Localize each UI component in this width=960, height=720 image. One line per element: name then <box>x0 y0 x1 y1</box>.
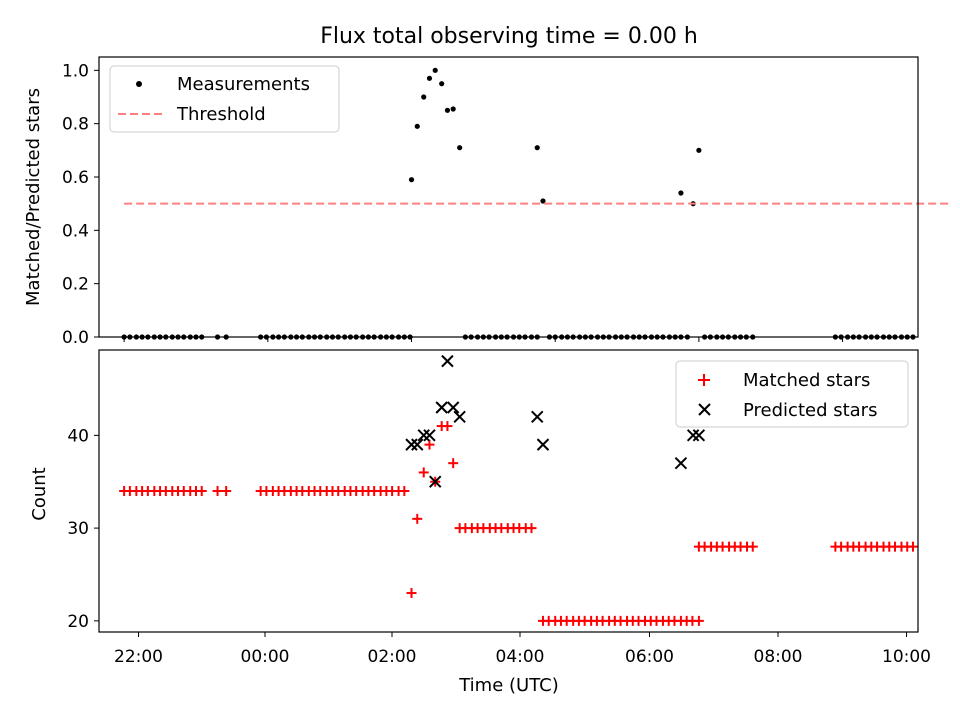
ratio-plot-frame <box>98 56 919 338</box>
measurement-legend-label: Measurements <box>177 74 310 95</box>
predicted-star-point <box>441 354 454 368</box>
count-x-tick-label: 22:00 <box>114 647 163 667</box>
measurement-point <box>696 147 702 153</box>
ratio-panel: 0.0 0.2 0.4 0.6 0.8 1.0 Matched/Predicted sta… <box>23 56 951 348</box>
matched-star-point <box>424 439 435 450</box>
x-axis-label: Time (UTC) <box>458 675 559 696</box>
ratio-y-axis-label: Matched/Predicted stars <box>23 88 44 306</box>
matched-star-point <box>212 486 223 496</box>
measurement-point <box>534 145 540 151</box>
matched-star-point <box>196 486 207 496</box>
predicted-legend-label: Predicted stars <box>743 400 877 421</box>
count-x-tick-label: 02:00 <box>368 647 417 667</box>
measurement-point <box>421 94 427 100</box>
count-x-tick-label: 00:00 <box>241 647 290 667</box>
predicted-star-point <box>405 438 418 451</box>
predicted-star-point <box>536 438 550 451</box>
count-x-tick-label: 08:00 <box>754 647 803 667</box>
predicted-star-point <box>429 475 442 488</box>
count-y-tick-label: 30 <box>67 519 89 539</box>
measurement-point <box>450 106 456 112</box>
count-y-tick-label: 40 <box>67 426 89 446</box>
chart-title: Flux total observing time = 0.00 h <box>320 24 698 49</box>
measurement-point <box>426 75 433 81</box>
measurement-point <box>444 107 451 113</box>
count-plot-frame <box>98 349 919 633</box>
count-y-axis-label: Count <box>29 467 50 520</box>
matched-star-point <box>221 486 232 496</box>
predicted-star-point <box>686 429 700 442</box>
count-x-tick-label: 04:00 <box>496 647 545 667</box>
ratio-legend: Measurements Threshold <box>109 65 340 133</box>
matched-legend-marker <box>698 374 710 386</box>
predicted-star-point <box>531 410 544 423</box>
ratio-y-tick-label: 1.0 <box>62 61 89 81</box>
matched-star-point <box>907 541 918 552</box>
predicted-star-point <box>446 401 460 414</box>
matched-legend-label: Matched stars <box>743 370 870 391</box>
predicted-star-point <box>453 410 466 423</box>
threshold-legend-label: Threshold <box>176 104 266 125</box>
count-y-tick-label: 20 <box>67 612 89 632</box>
count-x-tick-label: 06:00 <box>625 647 674 667</box>
matched-star-point <box>747 541 758 552</box>
measurement-point <box>457 145 463 151</box>
measurement-point <box>408 177 415 183</box>
matched-star-point <box>448 458 459 469</box>
ratio-legend-box <box>109 65 340 133</box>
count-x-ticks: 22:00 00:00 02:00 04:00 06:00 08:00 10:00 <box>114 632 931 667</box>
predicted-legend-marker <box>698 403 711 416</box>
predicted-star-point <box>674 456 688 470</box>
count-y-ticks: 20 30 40 <box>67 426 99 632</box>
ratio-y-ticks: 0.0 0.2 0.4 0.6 0.8 1.0 <box>62 61 99 348</box>
ratio-y-tick-label: 0.4 <box>62 221 89 241</box>
measurement-point <box>678 190 684 196</box>
measurement-point <box>414 123 420 129</box>
ratio-y-tick-label: 0.2 <box>62 275 89 295</box>
count-legend-box <box>675 360 909 428</box>
matched-star-point <box>412 513 423 524</box>
predicted-star-point <box>435 401 448 414</box>
predicted-star-point <box>692 429 706 442</box>
ratio-y-tick-label: 0.0 <box>62 328 89 348</box>
measurement-point <box>432 67 438 73</box>
matched-star-point <box>399 486 410 496</box>
matched-star-point <box>693 615 704 626</box>
measurement-legend-marker <box>136 81 142 87</box>
count-panel: 20 30 40 22:00 00:00 02:00 04:00 06:00 08:00 10:… <box>29 349 931 696</box>
matched-star-point <box>526 523 537 534</box>
predicted-star-point <box>411 438 424 451</box>
matched-star-point <box>406 588 417 599</box>
count-points <box>119 354 918 626</box>
measurement-point <box>439 81 445 87</box>
matched-star-point <box>418 467 429 478</box>
ratio-x-ticks <box>123 337 844 342</box>
predicted-star-point <box>417 429 430 442</box>
matched-star-point <box>442 421 453 432</box>
predicted-star-point <box>423 429 436 442</box>
measurement-point <box>540 198 546 204</box>
count-legend: Matched stars Predicted stars <box>675 360 909 428</box>
count-x-tick-label: 10:00 <box>882 647 931 667</box>
ratio-y-tick-label: 0.6 <box>62 168 89 188</box>
ratio-y-tick-label: 0.8 <box>62 115 89 135</box>
